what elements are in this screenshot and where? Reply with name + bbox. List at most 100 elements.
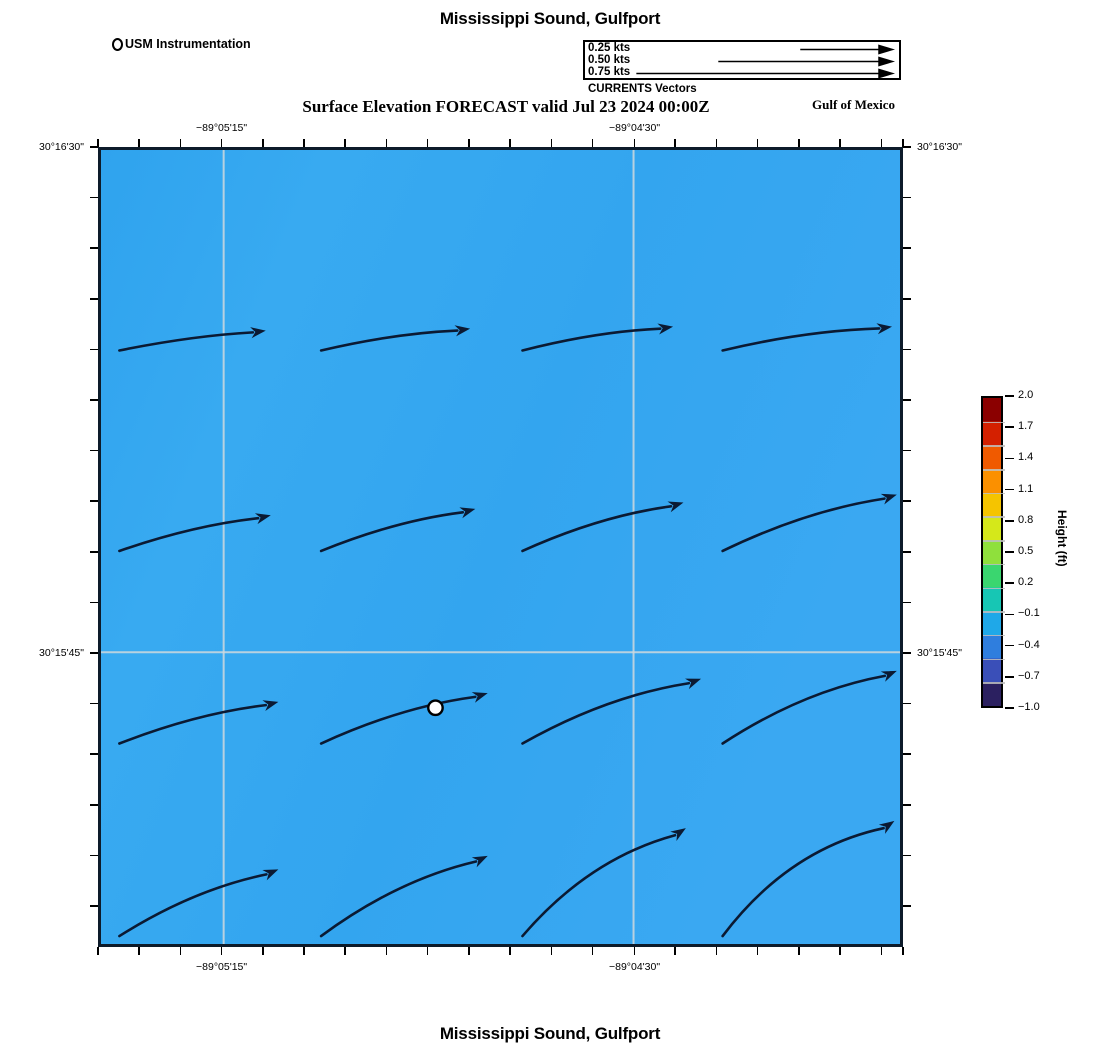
- colorbar-band-separator: [983, 445, 1005, 447]
- x-axis-tick: [839, 139, 841, 147]
- x-axis-label-bottom: −89°04'30": [608, 961, 661, 973]
- y-axis-tick: [903, 298, 911, 300]
- colorbar-tick: [1005, 644, 1014, 647]
- vector-shaft: [521, 327, 662, 352]
- y-axis-label-right: 30°16'30": [917, 141, 962, 153]
- map-container: [98, 147, 903, 947]
- y-axis-tick: [90, 905, 98, 907]
- x-axis-tick: [385, 947, 388, 955]
- vector-arrowhead-icon: [876, 323, 893, 335]
- legend-arrow-1-icon: [718, 56, 896, 67]
- current-vector: [118, 869, 279, 938]
- x-axis-tick: [344, 139, 346, 147]
- legend-row-1: 0.50 kts: [585, 54, 899, 67]
- colorbar-band-separator: [983, 469, 1005, 471]
- usm-instrumentation-label: USM Instrumentation: [125, 37, 251, 51]
- current-vector: [721, 670, 897, 745]
- x-axis-tick: [902, 139, 904, 147]
- vector-shaft: [118, 516, 260, 553]
- x-axis-tick: [179, 947, 182, 955]
- x-axis-tick: [674, 947, 676, 955]
- colorbar-band-separator: [983, 658, 1005, 661]
- x-axis-tick: [468, 139, 470, 147]
- y-axis-tick: [903, 500, 911, 503]
- colorbar-tick-label: −1.0: [1018, 701, 1040, 713]
- x-axis-tick: [97, 139, 99, 147]
- x-axis-tick: [509, 947, 511, 955]
- colorbar-tick-label: 1.7: [1018, 420, 1034, 433]
- y-axis-tick: [903, 196, 911, 199]
- x-axis-tick: [426, 947, 429, 955]
- colorbar-tick-label: 0.5: [1018, 545, 1034, 557]
- page-footer-title: Mississippi Sound, Gulfport: [439, 1024, 661, 1043]
- x-axis-tick: [880, 947, 883, 955]
- colorbar-title: Height (ft): [1055, 510, 1069, 567]
- y-axis-label-left: 30°16'30": [39, 141, 84, 153]
- page-title: Mississippi Sound, Gulfport: [439, 9, 661, 28]
- y-axis-label-right: 30°15'45": [917, 647, 962, 659]
- current-vector: [319, 692, 488, 745]
- vector-arrowhead-icon: [880, 493, 897, 505]
- ocean-surface-elevation-raster: [101, 150, 900, 944]
- vector-arrowhead-icon: [685, 678, 702, 690]
- station-circle-icon[interactable]: [427, 699, 444, 717]
- currents-vectors-legend: 0.25 kts 0.50 kts 0.75 kts: [583, 40, 901, 80]
- colorbar-tick-label: −0.4: [1018, 638, 1040, 651]
- current-vector: [319, 855, 488, 938]
- height-colorbar[interactable]: [981, 396, 1005, 708]
- y-axis-tick: [90, 247, 98, 249]
- y-axis-tick: [903, 652, 911, 654]
- x-axis-tick: [138, 947, 141, 955]
- vector-shaft: [721, 327, 881, 352]
- colorbar-tick: [1005, 551, 1014, 553]
- x-axis-tick: [138, 139, 141, 147]
- y-axis-tick: [903, 702, 911, 705]
- colorbar-band-separator: [983, 563, 1005, 566]
- map-plot-area[interactable]: [98, 147, 903, 947]
- y-axis-tick: [90, 348, 98, 351]
- vector-arrowhead-icon: [454, 325, 471, 337]
- x-axis-tick: [715, 139, 718, 147]
- vector-shaft: [721, 497, 886, 553]
- currents-legend-caption: CURRENTS Vectors: [588, 83, 697, 95]
- y-axis-tick: [903, 449, 911, 452]
- x-axis-tick: [179, 139, 182, 147]
- colorbar-tick-label: 0.2: [1018, 576, 1034, 589]
- y-axis-tick: [90, 449, 98, 452]
- x-axis-tick: [262, 947, 264, 955]
- y-axis-tick: [90, 500, 98, 503]
- colorbar-tick: [1005, 426, 1014, 428]
- legend-row-0: 0.25 kts: [585, 42, 899, 55]
- vector-shaft: [118, 331, 255, 352]
- y-axis-tick: [903, 753, 911, 755]
- x-axis-tick: [550, 947, 553, 955]
- x-axis-tick: [220, 139, 223, 147]
- x-axis-tick: [902, 947, 904, 955]
- x-axis-label-top: −89°04'30": [608, 122, 661, 134]
- current-vector-field: [101, 150, 900, 944]
- y-axis-tick: [90, 753, 98, 755]
- vector-arrowhead-icon: [262, 700, 279, 712]
- y-axis-tick: [90, 652, 98, 654]
- colorbar-tick: [1005, 520, 1014, 522]
- x-axis-tick: [798, 139, 800, 147]
- colorbar-band-separator: [983, 634, 1005, 637]
- colorbar-tick: [1005, 707, 1014, 709]
- colorbar-tick: [1005, 488, 1014, 491]
- legend-label-0: 0.25 kts: [588, 42, 631, 54]
- usm-station-marker[interactable]: [427, 699, 444, 717]
- x-axis-tick: [591, 947, 594, 955]
- x-axis-tick: [426, 139, 429, 147]
- colorbar-tick-label: 0.8: [1018, 513, 1034, 526]
- y-axis-tick: [903, 804, 911, 806]
- y-axis-tick: [90, 551, 98, 553]
- colorbar-tick: [1005, 582, 1014, 584]
- current-vector: [721, 323, 893, 352]
- x-axis-tick: [715, 947, 718, 955]
- vector-arrowhead-icon: [670, 828, 686, 842]
- usm-instrumentation-legend: USM Instrumentation: [112, 37, 251, 51]
- colorbar-tick: [1005, 395, 1014, 397]
- colorbar-tick-label: 2.0: [1018, 389, 1034, 401]
- current-vector: [118, 513, 271, 553]
- vector-shaft: [721, 674, 887, 745]
